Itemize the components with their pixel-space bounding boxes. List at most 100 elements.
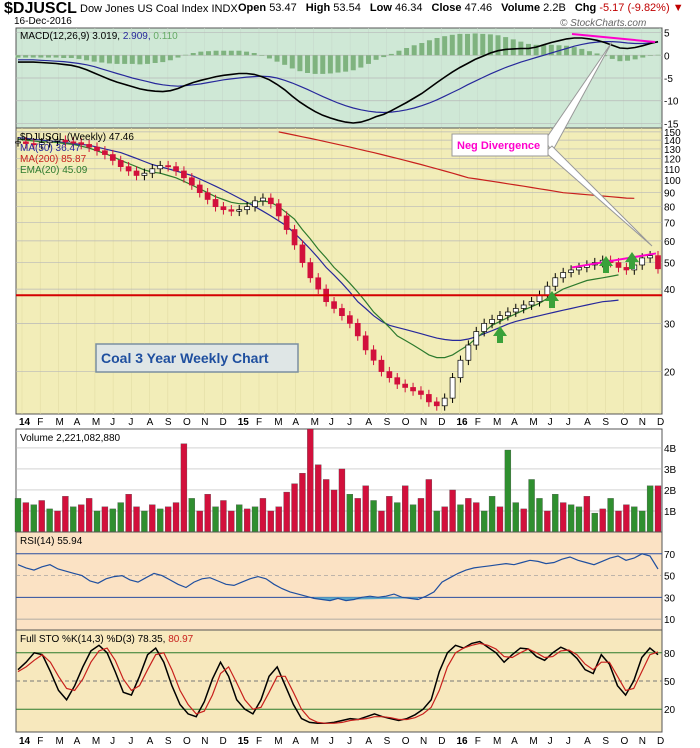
macd-histogram-bar xyxy=(190,53,196,56)
macd-histogram-bar xyxy=(266,55,272,59)
x-tick-label-bottom: A xyxy=(365,736,372,747)
macd-histogram-bar xyxy=(251,53,257,56)
x-tick-label: M xyxy=(92,417,100,428)
x-tick-label-bottom: N xyxy=(420,736,427,747)
macd-histogram-bar xyxy=(525,43,531,56)
macd-histogram-bar xyxy=(472,33,478,56)
rsi-tick-label: 10 xyxy=(664,615,676,626)
x-tick-label: F xyxy=(37,417,43,428)
price-candle xyxy=(623,267,630,271)
macd-histogram-bar xyxy=(205,51,211,56)
price-candle xyxy=(497,315,503,320)
price-candle xyxy=(441,397,448,407)
volume-label: Volume 2,221,082,880 xyxy=(20,433,121,444)
price-candle xyxy=(78,142,85,145)
price-candle xyxy=(339,308,345,317)
macd-histogram-bar xyxy=(579,48,585,56)
macd-histogram-bar xyxy=(68,55,74,58)
volume-bar xyxy=(378,510,385,533)
volume-bar xyxy=(575,506,583,533)
price-candle xyxy=(196,184,203,194)
price-candle xyxy=(481,322,488,332)
macd-histogram-bar xyxy=(45,55,51,58)
x-tick-label: S xyxy=(165,417,172,428)
macd-histogram-bar xyxy=(61,55,67,58)
x-tick-label: A xyxy=(147,417,154,428)
volume-bar xyxy=(188,498,195,533)
x-tick-label: J xyxy=(548,417,553,428)
price-candle xyxy=(252,200,258,208)
macd-histogram-bar xyxy=(183,54,189,56)
volume-bar xyxy=(70,506,77,533)
volume-bar xyxy=(251,506,259,533)
price-candle xyxy=(307,262,314,279)
price-candle xyxy=(544,285,551,296)
x-tick-label-bottom: O xyxy=(183,736,191,747)
macd-histogram-bar xyxy=(99,55,105,63)
x-tick-label: J xyxy=(347,417,352,428)
x-tick-label: M xyxy=(55,417,63,428)
price-candle xyxy=(465,344,472,361)
volume-bar xyxy=(520,508,527,533)
macd-histogram-bar xyxy=(259,55,265,56)
x-tick-label: N xyxy=(201,417,208,428)
volume-bar xyxy=(315,464,322,533)
volume-tick-label: 3B xyxy=(664,465,677,476)
x-tick-label: M xyxy=(529,417,537,428)
macd-histogram-bar xyxy=(76,55,82,59)
price-tick-label: 110 xyxy=(664,165,680,176)
macd-histogram-bar xyxy=(282,55,288,65)
x-tick-label-bottom: M xyxy=(92,736,100,747)
close-label: Close xyxy=(431,2,462,14)
volume-bar xyxy=(504,449,512,533)
price-candle xyxy=(568,269,574,273)
price-candle xyxy=(244,206,250,211)
macd-histogram-bar xyxy=(365,55,371,64)
x-tick-label-bottom: J xyxy=(548,736,553,747)
macd-histogram-bar xyxy=(84,55,90,61)
x-tick-label-bottom: S xyxy=(602,736,609,747)
x-tick-label-bottom: S xyxy=(165,736,172,747)
ma200-legend: MA(200) 85.87 xyxy=(20,154,87,165)
rsi-panel xyxy=(15,531,663,631)
volume-bar xyxy=(85,498,93,533)
volume-bar xyxy=(228,510,235,533)
rsi-label: RSI(14) 55.94 xyxy=(20,536,83,547)
volume-bar xyxy=(496,506,504,533)
macd-histogram-bar xyxy=(632,55,638,60)
price-candle xyxy=(149,168,156,174)
price-tick-label: 70 xyxy=(664,219,676,230)
price-candle xyxy=(528,301,535,306)
volume-bar xyxy=(536,498,543,533)
macd-histogram-bar xyxy=(289,55,295,69)
price-candle xyxy=(410,387,416,392)
x-tick-label: S xyxy=(602,417,609,428)
volume-bar xyxy=(631,506,638,533)
macd-histogram-bar xyxy=(449,34,455,56)
x-tick-label-bottom: D xyxy=(657,736,664,747)
volume-bar xyxy=(457,504,464,533)
volume-bar xyxy=(157,508,164,533)
price-candle xyxy=(552,277,559,287)
price-tick-label: 90 xyxy=(664,189,676,200)
volume-bar xyxy=(567,504,575,533)
ema20-line xyxy=(17,138,619,359)
divergence-callout-box xyxy=(451,133,549,157)
macd-histogram-bar xyxy=(38,55,44,58)
price-candle xyxy=(30,143,37,146)
volume-bar xyxy=(38,500,45,533)
price-candle xyxy=(70,141,77,144)
macd-histogram-bar xyxy=(426,40,432,56)
low-value: 46.34 xyxy=(394,2,423,14)
macd-tick-label: 0 xyxy=(664,51,670,62)
volume-bar xyxy=(417,498,425,533)
price-candle xyxy=(520,304,527,309)
rsi-oversold-fill xyxy=(314,597,418,601)
open-value: 53.47 xyxy=(269,2,297,14)
price-candle xyxy=(299,244,306,263)
volume-bar xyxy=(54,510,61,533)
x-tick-label-bottom: N xyxy=(201,736,208,747)
volume-bar xyxy=(488,496,496,533)
volume-bar xyxy=(149,504,156,533)
macd-histogram-bar xyxy=(236,50,242,56)
